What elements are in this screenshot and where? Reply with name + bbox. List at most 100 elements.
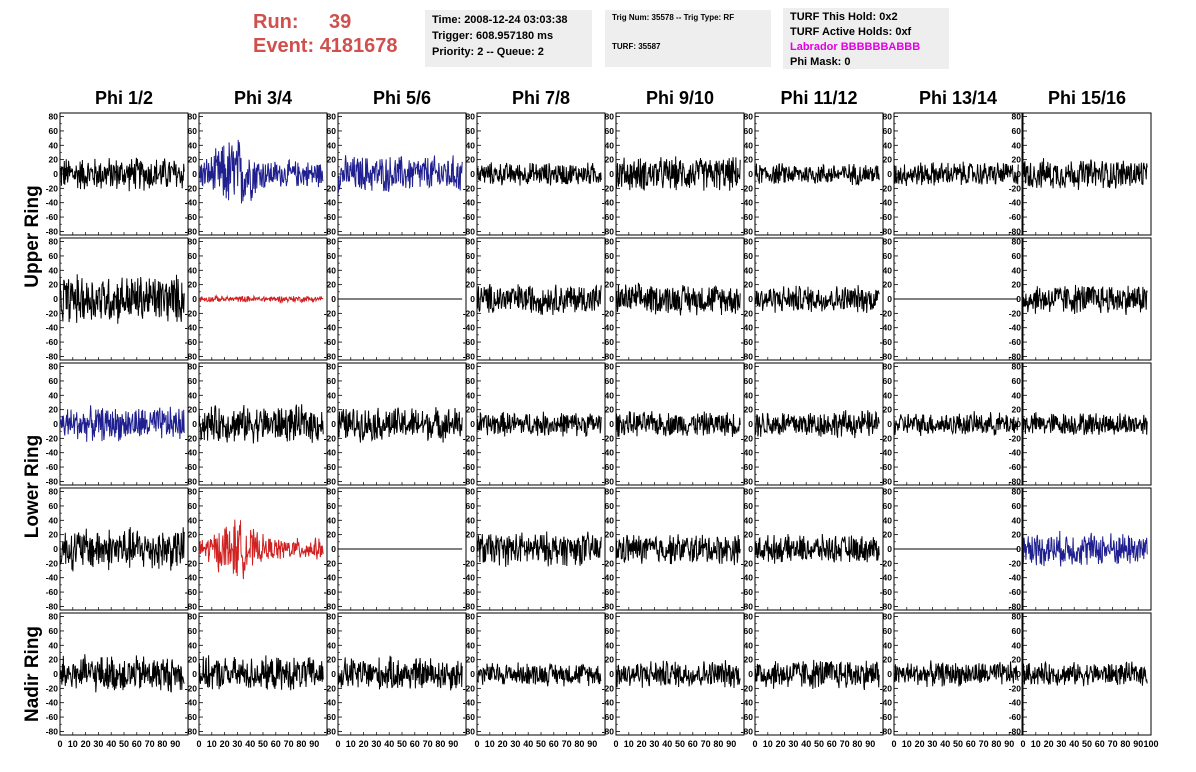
y-tick-label: 40 (883, 640, 893, 650)
y-tick-label: -80 (463, 351, 476, 361)
y-tick-label: 80 (605, 237, 615, 247)
y-tick-label: 40 (188, 390, 198, 400)
turf-hold-text: TURF This Hold: 0x2 (790, 11, 898, 23)
y-tick-label: -40 (880, 573, 893, 583)
y-tick-label: 80 (49, 237, 59, 247)
y-tick-label: 60 (466, 501, 476, 511)
y-tick-label: 0 (192, 169, 197, 179)
y-tick-label: 0 (887, 544, 892, 554)
waveform-trace (337, 155, 463, 193)
y-tick-label: 20 (605, 155, 615, 165)
y-tick-label: 40 (1012, 640, 1022, 650)
y-tick-label: 40 (1012, 390, 1022, 400)
y-tick-label: 80 (327, 112, 337, 122)
y-tick-label: 20 (744, 280, 754, 290)
y-tick-label: 0 (887, 294, 892, 304)
x-tick-label: 50 (1082, 739, 1092, 749)
y-tick-label: -60 (741, 587, 754, 597)
y-tick-label: 60 (1012, 626, 1022, 636)
y-tick-label: -80 (1009, 476, 1022, 486)
y-tick-label: -20 (324, 183, 337, 193)
y-tick-label: -40 (1009, 448, 1022, 458)
waveform-trace (615, 660, 741, 689)
waveform-trace (198, 655, 324, 691)
y-tick-label: -20 (46, 558, 59, 568)
y-tick-label: 40 (605, 515, 615, 525)
y-tick-label: -40 (741, 448, 754, 458)
x-tick-label: 90 (170, 739, 180, 749)
y-tick-label: -80 (324, 476, 337, 486)
y-tick-label: -80 (463, 601, 476, 611)
y-tick-label: -40 (185, 448, 198, 458)
y-tick-label: -80 (602, 726, 615, 736)
waveform-trace (59, 527, 185, 572)
y-tick-label: 80 (466, 112, 476, 122)
y-tick-label: -80 (602, 476, 615, 486)
waveform-trace (476, 283, 602, 316)
x-tick-label: 0 (891, 739, 896, 749)
y-tick-label: -60 (602, 212, 615, 222)
x-tick-label: 20 (220, 739, 230, 749)
y-tick-label: 40 (466, 640, 476, 650)
y-tick-label: -60 (741, 712, 754, 722)
y-tick-label: 80 (744, 487, 754, 497)
y-tick-label: 80 (605, 487, 615, 497)
x-tick-label: 60 (132, 739, 142, 749)
x-tick-label: 40 (662, 739, 672, 749)
run-label: Run: (253, 11, 299, 33)
y-tick-label: -40 (324, 448, 337, 458)
x-tick-label: 20 (498, 739, 508, 749)
y-tick-label: 40 (1012, 265, 1022, 275)
y-tick-label: -60 (185, 712, 198, 722)
y-tick-label: -60 (324, 337, 337, 347)
y-tick-label: 80 (1012, 362, 1022, 372)
y-tick-label: 80 (605, 362, 615, 372)
x-tick-label: 50 (536, 739, 546, 749)
row-label: Upper Ring (22, 185, 43, 287)
y-tick-label: 0 (609, 669, 614, 679)
y-tick-label: 40 (327, 390, 337, 400)
y-tick-label: -40 (46, 198, 59, 208)
y-tick-label: 0 (331, 669, 336, 679)
x-tick-label: 0 (196, 739, 201, 749)
waveform-trace (59, 654, 185, 693)
column-title: Phi 3/4 (234, 88, 292, 108)
y-tick-label: -80 (1009, 726, 1022, 736)
y-tick-label: 20 (883, 405, 893, 415)
y-tick-label: 0 (53, 294, 58, 304)
y-tick-label: 60 (466, 626, 476, 636)
y-tick-label: 80 (188, 362, 198, 372)
y-tick-label: -80 (324, 351, 337, 361)
y-tick-label: -60 (741, 337, 754, 347)
x-tick-label: 20 (637, 739, 647, 749)
x-tick-label: 60 (271, 739, 281, 749)
x-tick-label: 80 (435, 739, 445, 749)
waveform-trace (893, 161, 1019, 186)
x-tick-label: 80 (1120, 739, 1130, 749)
y-tick-label: -80 (185, 351, 198, 361)
waveform-trace (59, 157, 185, 192)
y-tick-label: 20 (1012, 655, 1022, 665)
y-tick-label: -20 (46, 308, 59, 318)
y-tick-label: 80 (327, 487, 337, 497)
waveform-trace (754, 285, 880, 314)
y-tick-label: -40 (602, 198, 615, 208)
y-tick-label: -60 (1009, 337, 1022, 347)
y-tick-label: 60 (188, 251, 198, 261)
y-tick-label: -40 (324, 573, 337, 583)
y-tick-label: -20 (880, 683, 893, 693)
y-tick-label: 80 (883, 487, 893, 497)
y-tick-label: -60 (880, 712, 893, 722)
x-tick-label: 40 (106, 739, 116, 749)
y-tick-label: -20 (463, 558, 476, 568)
y-tick-label: 80 (744, 112, 754, 122)
y-tick-label: -60 (1009, 587, 1022, 597)
y-tick-label: 20 (605, 655, 615, 665)
y-tick-label: -20 (185, 558, 198, 568)
waveform-trace (198, 519, 324, 580)
y-tick-label: 60 (188, 501, 198, 511)
y-tick-label: 40 (466, 390, 476, 400)
x-tick-label: 10 (763, 739, 773, 749)
y-tick-label: 60 (327, 376, 337, 386)
